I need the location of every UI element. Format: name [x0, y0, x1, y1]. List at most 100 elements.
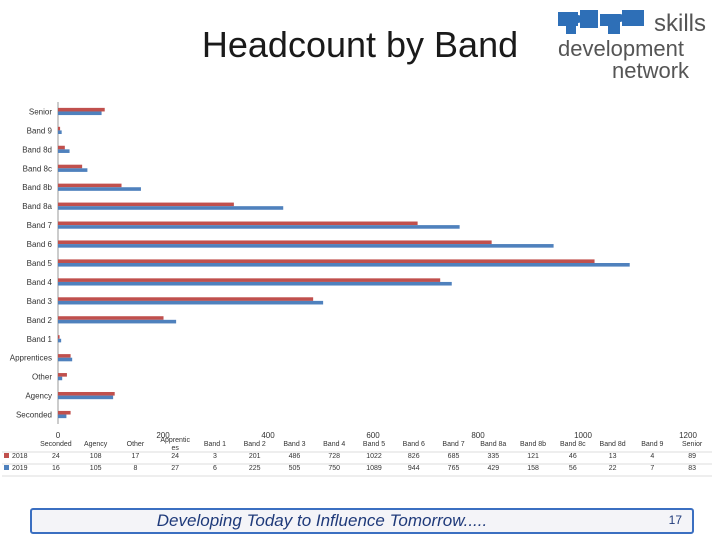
- category-label: Band 7: [27, 221, 53, 230]
- bar-2018: [58, 278, 441, 282]
- table-header-label: Band 8b: [520, 441, 546, 448]
- table-cell: 3: [213, 453, 217, 460]
- table-cell: 728: [328, 453, 340, 460]
- table-header-label: Senior: [682, 441, 703, 448]
- bar-2018: [58, 202, 234, 207]
- table-cell: 225: [249, 465, 261, 472]
- table-cell: 13: [609, 453, 617, 460]
- bar-2019: [58, 149, 70, 153]
- bar-2018: [58, 126, 61, 131]
- category-label: Band 6: [27, 240, 53, 249]
- table-cell: 22: [609, 465, 617, 472]
- bar-2019: [58, 225, 460, 229]
- table-header-label: Band 1: [204, 441, 226, 448]
- bar-2018: [58, 297, 314, 301]
- x-tick-label: 0: [56, 431, 61, 440]
- bar-2019: [58, 281, 452, 286]
- bar-2019: [58, 263, 630, 267]
- table-cell: 17: [132, 453, 140, 460]
- table-header-label: Other: [127, 441, 145, 448]
- table-header-label: Seconded: [40, 441, 72, 448]
- table-cell: 105: [90, 465, 102, 472]
- bar-2019: [58, 376, 63, 381]
- legend-swatch-2019: [4, 465, 9, 470]
- legend-label: 2019: [12, 465, 28, 472]
- puzzle-logo-icon: [558, 10, 644, 34]
- bar-2019: [58, 395, 114, 400]
- bar-2018: [58, 335, 60, 339]
- category-label: Band 8c: [23, 164, 52, 173]
- bar-2018: [58, 410, 71, 415]
- category-label: Band 5: [27, 259, 53, 268]
- table-cell: 24: [52, 453, 60, 460]
- table-cell: 158: [527, 465, 539, 472]
- table-cell: 46: [569, 453, 577, 460]
- table-header-label: Band 3: [283, 441, 305, 448]
- bar-2019: [58, 244, 554, 248]
- logo-word-network: network: [612, 58, 690, 83]
- table-header-label: Band 7: [442, 441, 464, 448]
- legend-label: 2018: [12, 453, 28, 460]
- bar-2018: [58, 240, 492, 245]
- bar-2018: [58, 164, 83, 169]
- category-label: Apprentices: [10, 354, 52, 363]
- table-cell: 505: [289, 465, 301, 472]
- table-header-label: Band 8a: [480, 441, 506, 448]
- x-tick-label: 200: [156, 431, 170, 440]
- table-cell: 56: [569, 465, 577, 472]
- table-header-label: Band 4: [323, 441, 345, 448]
- table-cell: 24: [171, 453, 179, 460]
- table-cell: 1089: [366, 465, 382, 472]
- logo: skills development network: [556, 8, 706, 83]
- footer-tagline: Developing Today to Influence Tomorrow..…: [156, 511, 488, 530]
- x-tick-label: 600: [366, 431, 380, 440]
- table-header-label: Band 8d: [600, 441, 626, 448]
- table-cell: 201: [249, 453, 261, 460]
- logo-word-development: development: [558, 36, 684, 61]
- bar-2019: [58, 187, 141, 191]
- bar-2018: [58, 145, 65, 150]
- table-header-label: Apprentic: [160, 437, 190, 444]
- bar-2018: [58, 107, 105, 112]
- slide-title: Headcount by Band: [201, 24, 519, 65]
- table-cell: 685: [448, 453, 460, 460]
- category-label: Band 4: [27, 278, 53, 287]
- category-label: Other: [32, 373, 52, 382]
- bar-2019: [58, 414, 67, 419]
- table-cell: 429: [487, 465, 499, 472]
- table-cell: 4: [650, 453, 654, 460]
- table-header-label: Band 8c: [560, 441, 586, 448]
- category-label: Band 8b: [22, 183, 52, 192]
- category-label: Band 1: [27, 335, 53, 344]
- bar-2018: [58, 221, 418, 226]
- category-label: Band 2: [27, 316, 53, 325]
- x-tick-label: 1000: [574, 431, 592, 440]
- bar-2019: [58, 338, 62, 343]
- logo-word-skills: skills: [654, 10, 706, 37]
- bar-2018: [58, 391, 115, 396]
- bar-2018: [58, 316, 164, 320]
- bar-2018: [58, 373, 67, 377]
- bar-2019: [58, 111, 102, 116]
- table-header-label: Band 9: [641, 441, 663, 448]
- table-cell: 6: [213, 465, 217, 472]
- bar-2019: [58, 130, 62, 135]
- bar-2019: [58, 206, 284, 210]
- headcount-bar-chart: Seconded Agency Other Apprentices Band 1 Band…: [2, 102, 712, 477]
- x-tick-label: 400: [261, 431, 275, 440]
- table-cell: 83: [688, 465, 696, 472]
- x-tick-label: 800: [471, 431, 485, 440]
- table-header-label: Band 2: [244, 441, 266, 448]
- bar-2018: [58, 183, 122, 188]
- category-label: Senior: [29, 107, 52, 116]
- bar-2018: [58, 259, 595, 263]
- table-cell: 826: [408, 453, 420, 460]
- table-header-label: es: [171, 445, 179, 452]
- table-cell: 335: [487, 453, 499, 460]
- legend-swatch-2018: [4, 453, 9, 458]
- table-cell: 765: [448, 465, 460, 472]
- category-label: Band 9: [27, 126, 53, 135]
- bar-2018: [58, 354, 71, 358]
- table-header-label: Band 6: [403, 441, 425, 448]
- table-header-label: Band 5: [363, 441, 385, 448]
